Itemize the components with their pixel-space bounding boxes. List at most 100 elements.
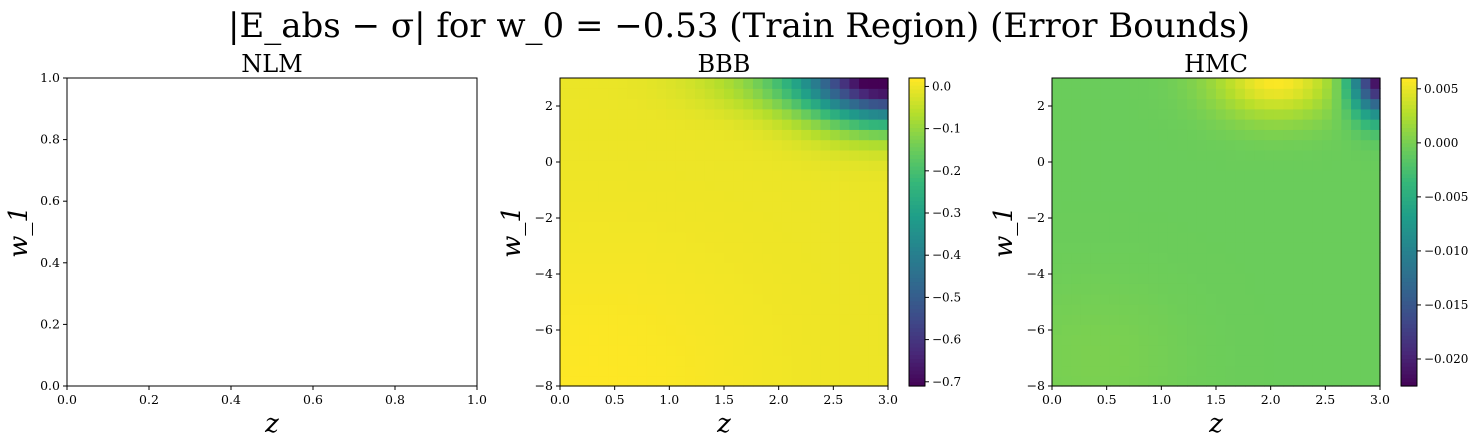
heatmap-cell — [1119, 375, 1130, 387]
heatmap-cell — [859, 365, 870, 377]
heatmap-cell — [1158, 221, 1169, 233]
heatmap-cell — [1283, 232, 1294, 243]
heatmap-cell — [810, 88, 822, 100]
heatmap-cell — [714, 129, 725, 141]
heatmap-cell — [839, 211, 851, 223]
heatmap-cell — [579, 293, 590, 305]
heatmap-cell — [801, 160, 812, 171]
heatmap-cell — [1216, 211, 1227, 223]
heatmap-cell — [608, 365, 619, 377]
heatmap-cell — [1071, 293, 1082, 305]
heatmap-cell — [1052, 242, 1063, 254]
heatmap-cell — [714, 334, 725, 346]
heatmap-cell — [781, 252, 793, 264]
colorbar-segment — [909, 201, 925, 206]
heatmap-cell — [1052, 170, 1063, 182]
heatmap-cell — [1167, 149, 1179, 161]
heatmap-cell — [1100, 273, 1111, 284]
heatmap-cell — [762, 324, 773, 336]
heatmap-cell — [791, 98, 802, 110]
heatmap-cell — [849, 98, 860, 110]
heatmap-cell — [733, 314, 744, 325]
colorbar-segment — [1401, 201, 1417, 206]
heatmap-cell — [704, 149, 715, 161]
heatmap-cell — [859, 211, 870, 223]
heatmap-cell — [1090, 303, 1101, 315]
heatmap-cell — [1177, 334, 1188, 346]
heatmap-cell — [1129, 108, 1140, 120]
heatmap-cell — [1109, 273, 1121, 284]
heatmap-cell — [820, 78, 831, 89]
heatmap-cell — [849, 160, 860, 171]
heatmap-cell — [1109, 314, 1121, 325]
heatmap-cell — [1235, 78, 1246, 89]
heatmap-cell — [1254, 88, 1265, 100]
heatmap-cell — [1071, 190, 1082, 202]
heatmap-cell — [1370, 303, 1381, 315]
heatmap-cell — [781, 221, 793, 233]
heatmap-cell — [666, 375, 677, 387]
heatmap-cell — [1216, 303, 1227, 315]
heatmap-cell — [801, 273, 812, 284]
heatmap-cell — [1216, 78, 1227, 89]
heatmap-cell — [685, 88, 696, 100]
heatmap-cell — [598, 252, 609, 264]
heatmap-cell — [1129, 324, 1140, 336]
heatmap-cell — [772, 129, 783, 141]
heatmap-cell — [598, 283, 609, 295]
heatmap-cell — [801, 211, 812, 223]
heatmap-cell — [849, 252, 860, 264]
heatmap-cell — [560, 252, 571, 264]
heatmap-cell — [1264, 98, 1275, 110]
heatmap-cell — [1167, 273, 1179, 284]
heatmap-cell — [1196, 129, 1207, 141]
heatmap-cell — [695, 211, 706, 223]
heatmap-cell — [1177, 119, 1188, 130]
heatmap-cell — [1216, 98, 1227, 110]
heatmap-cell — [1129, 262, 1140, 274]
heatmap-cell — [608, 262, 619, 274]
heatmap-cell — [666, 355, 677, 367]
heatmap-cell — [1196, 355, 1207, 367]
heatmap-cell — [579, 344, 590, 356]
heatmap-cell — [1187, 252, 1198, 264]
heatmap-cell — [810, 303, 822, 315]
heatmap-cell — [1254, 375, 1265, 387]
heatmap-cell — [810, 201, 822, 213]
heatmap-cell — [868, 180, 879, 192]
heatmap-cell — [772, 139, 783, 151]
heatmap-cell — [1187, 344, 1198, 356]
heatmap-cell — [1302, 190, 1314, 202]
heatmap-cell — [1148, 365, 1159, 377]
heatmap-cell — [743, 149, 754, 161]
colorbar-frame — [908, 77, 926, 387]
heatmap-cell — [1167, 242, 1179, 254]
heatmap-cell — [810, 273, 822, 284]
heatmap-cell — [1061, 108, 1072, 120]
heatmap-cell — [1158, 211, 1169, 223]
heatmap-cell — [868, 211, 879, 223]
x-tick-label: 0.0 — [550, 392, 570, 407]
heatmap-cell — [656, 180, 667, 192]
heatmap-cell — [1254, 242, 1265, 254]
heatmap-cell — [1341, 293, 1352, 305]
heatmap-cell — [1167, 344, 1179, 356]
heatmap-cell — [1187, 149, 1198, 161]
heatmap-cell — [791, 119, 802, 130]
heatmap-cell — [820, 98, 831, 110]
heatmap-cell — [724, 180, 735, 192]
heatmap-cell — [1109, 129, 1121, 141]
heatmap-cell — [1148, 180, 1159, 192]
heatmap-cell — [830, 242, 841, 254]
heatmap-cell — [810, 129, 822, 141]
x-tick-label: 1.0 — [1151, 392, 1171, 407]
x-tick-label: 3.0 — [878, 392, 898, 407]
heatmap-cell — [868, 324, 879, 336]
heatmap-cell — [801, 334, 812, 346]
heatmap-cell — [839, 129, 851, 141]
heatmap-cell — [1109, 334, 1121, 346]
heatmap-cell — [1264, 221, 1275, 233]
heatmap-cell — [579, 283, 590, 295]
heatmap-cell — [627, 98, 638, 110]
heatmap-cell — [868, 139, 879, 151]
